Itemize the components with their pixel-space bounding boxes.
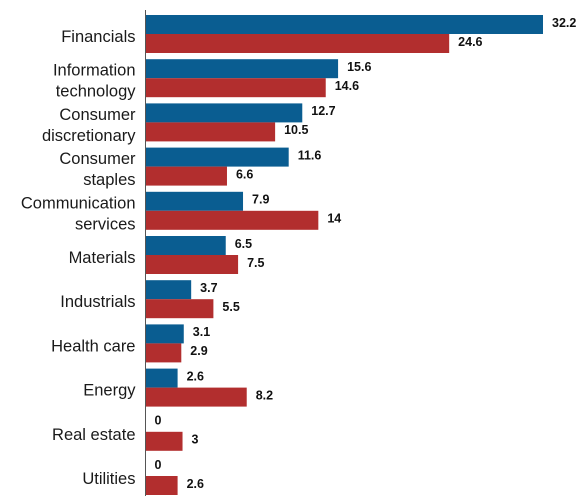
data-label-series1-9: 0: [155, 414, 162, 428]
category-label-line: discretionary: [42, 127, 136, 145]
category-label-line: services: [75, 216, 136, 234]
data-label-series1-7: 3.1: [193, 325, 210, 339]
data-label-series2-3: 6.6: [236, 167, 253, 181]
bar-series2-6: [145, 299, 214, 319]
category-label-line: Materials: [69, 249, 136, 267]
data-label-series2-6: 5.5: [222, 300, 239, 314]
category-label-line: Health care: [51, 338, 135, 356]
data-label-series1-1: 15.6: [347, 60, 371, 74]
category-label-line: Information: [53, 62, 136, 80]
category-label-line: Consumer: [59, 106, 136, 124]
data-label-series2-1: 14.6: [335, 79, 359, 93]
category-label-4: Communication services: [21, 195, 136, 234]
bar-series2-2: [145, 122, 276, 142]
category-label-line: Industrials: [60, 294, 135, 312]
category-label-line: Financials: [61, 28, 135, 46]
data-label-series2-4: 14: [327, 212, 341, 226]
data-label-series2-10: 2.6: [187, 477, 204, 491]
category-label-6: Industrials: [60, 294, 135, 312]
data-label-series2-8: 8.2: [256, 388, 273, 402]
bar-series2-0: [145, 34, 450, 53]
category-label-10: Utilities: [82, 470, 135, 488]
category-label-5: Materials: [69, 249, 136, 267]
category-label-line: Utilities: [82, 470, 135, 488]
data-label-series2-5: 7.5: [247, 256, 264, 270]
category-label-line: Real estate: [52, 426, 135, 444]
bars-layer: [145, 15, 543, 495]
bar-series1-5: [145, 236, 226, 255]
bar-series2-8: [145, 387, 247, 407]
bar-series2-4: [145, 210, 319, 230]
category-label-line: technology: [56, 83, 137, 101]
bar-series1-0: [145, 15, 543, 34]
data-label-series2-2: 10.5: [284, 123, 308, 137]
labels-layer: 32.2 24.6 Financials 15.6 14.6 Information tec…: [21, 16, 577, 491]
bar-series1-1: [145, 59, 339, 79]
data-label-series1-6: 3.7: [200, 281, 217, 295]
data-label-series1-10: 0: [155, 458, 162, 472]
category-label-line: staples: [83, 171, 135, 189]
bar-series1-2: [145, 103, 303, 123]
category-label-8: Energy: [83, 382, 136, 400]
category-label-1: Information technology: [53, 62, 136, 101]
bar-series1-7: [145, 324, 184, 344]
category-label-9: Real estate: [52, 426, 135, 444]
bar-series2-7: [145, 343, 182, 363]
data-label-series1-5: 6.5: [235, 237, 252, 251]
data-label-series2-7: 2.9: [190, 344, 207, 358]
category-label-2: Consumer discretionary: [42, 106, 136, 145]
bar-series2-3: [145, 166, 227, 186]
bar-series2-1: [145, 78, 326, 98]
category-label-line: Energy: [83, 382, 136, 400]
data-label-series1-4: 7.9: [252, 193, 269, 207]
category-label-7: Health care: [51, 338, 135, 356]
bar-series2-9: [145, 431, 183, 451]
bar-series1-3: [145, 147, 289, 167]
bar-series1-8: [145, 368, 178, 388]
bar-series2-10: [145, 476, 178, 495]
category-label-3: Consumer staples: [59, 150, 136, 189]
category-label-line: Communication: [21, 195, 136, 213]
category-label-line: Consumer: [59, 150, 136, 168]
category-label-0: Financials: [61, 28, 135, 46]
bar-series2-5: [145, 255, 239, 274]
data-label-series1-3: 11.6: [298, 148, 322, 162]
data-label-series1-0: 32.2: [552, 16, 576, 30]
data-label-series1-2: 12.7: [311, 104, 335, 118]
data-label-series2-0: 24.6: [458, 35, 482, 49]
data-label-series2-9: 3: [192, 433, 199, 447]
data-label-series1-8: 2.6: [187, 369, 204, 383]
bar-series1-4: [145, 191, 244, 211]
bar-series1-6: [145, 280, 192, 300]
